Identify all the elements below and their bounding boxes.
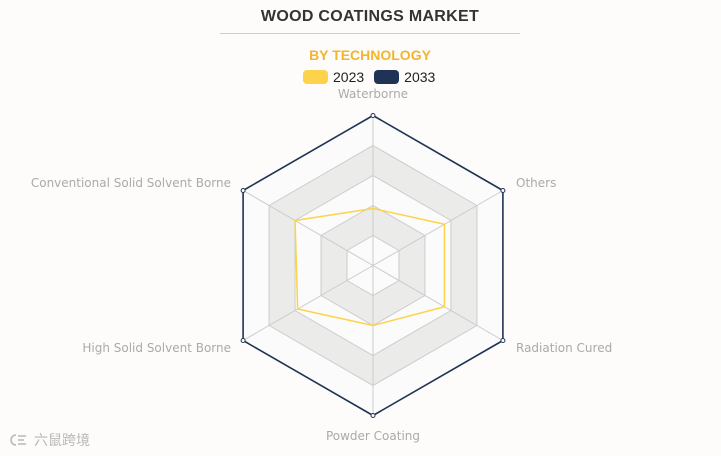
series-layer bbox=[240, 113, 506, 418]
title-divider bbox=[220, 33, 520, 34]
axis-line-5 bbox=[242, 190, 374, 266]
axis-lines bbox=[242, 115, 504, 416]
series-point-2033-1 bbox=[500, 188, 506, 193]
legend: 2023 2033 bbox=[303, 68, 445, 86]
watermark-text: 六鼠跨境 bbox=[34, 433, 90, 449]
series-point-2033-2 bbox=[500, 338, 506, 343]
axis-label-3: Powder Coating bbox=[326, 429, 420, 443]
axis-label-2: Radiation Cured bbox=[516, 341, 612, 355]
series-point-2033-3 bbox=[370, 413, 376, 418]
axis-label-5: Conventional Solid Solvent Borne bbox=[31, 176, 231, 190]
series-point-2033-5 bbox=[240, 188, 246, 193]
legend-item-2033[interactable]: 2033 bbox=[374, 69, 435, 85]
legend-swatch-2033 bbox=[374, 70, 400, 84]
axis-label-1: Others bbox=[516, 176, 556, 190]
series-point-2033-0 bbox=[370, 113, 376, 118]
chart-title: WOOD COATINGS MARKET bbox=[260, 8, 480, 25]
axis-labels: Waterborne Others Radiation Cured Powder Co… bbox=[31, 87, 612, 443]
chart-subtitle: BY TECHNOLOGY bbox=[309, 47, 431, 63]
axis-line-4 bbox=[242, 265, 374, 341]
legend-label-2023: 2023 bbox=[333, 69, 365, 85]
legend-swatch-2023 bbox=[303, 70, 328, 84]
axis-label-0: Waterborne bbox=[338, 87, 408, 101]
legend-item-2023[interactable]: 2023 bbox=[303, 69, 364, 85]
watermark-logo-icon bbox=[10, 434, 26, 446]
axis-line-2 bbox=[372, 265, 504, 341]
axis-line-1 bbox=[372, 190, 504, 266]
watermark: 六鼠跨境 bbox=[8, 430, 90, 450]
series-line-2023 bbox=[294, 207, 446, 327]
legend-label-2033: 2033 bbox=[404, 69, 436, 85]
axis-label-4: High Solid Solvent Borne bbox=[82, 341, 231, 355]
series-point-2033-4 bbox=[240, 338, 246, 343]
